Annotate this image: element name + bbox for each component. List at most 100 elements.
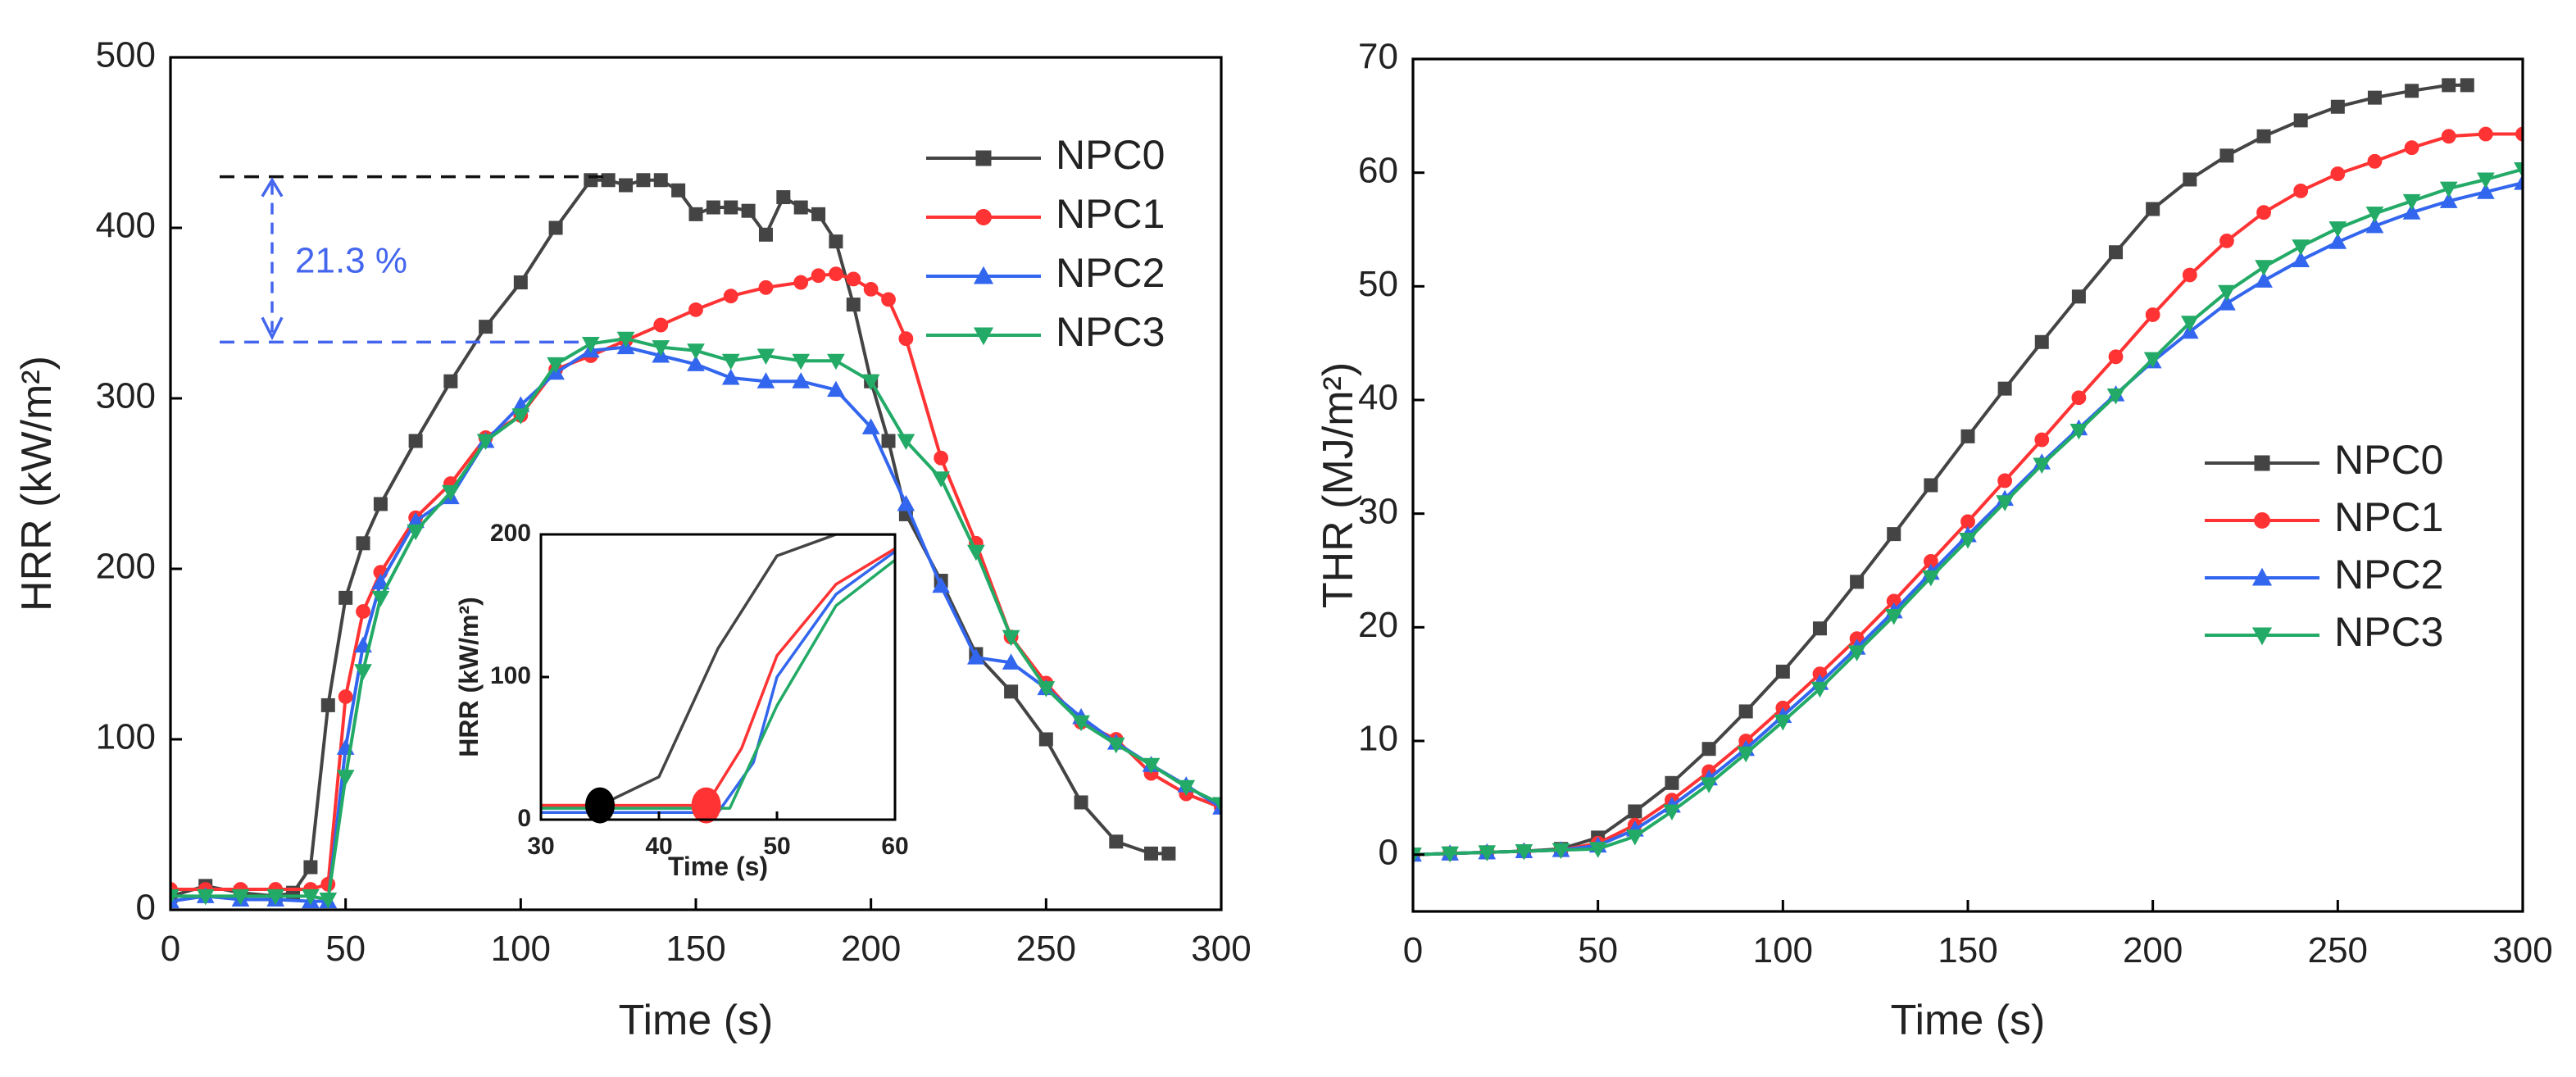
data-point-npc3: [652, 340, 670, 357]
data-point-npc1: [846, 271, 861, 287]
data-point-npc2: [967, 648, 985, 665]
data-point-npc1: [2330, 166, 2346, 181]
data-point-npc0: [2405, 84, 2419, 98]
y-tick-label: 300: [96, 376, 156, 416]
data-point-npc3: [2514, 162, 2523, 179]
data-point-npc0: [2071, 289, 2086, 304]
data-point-npc0: [724, 200, 738, 215]
legend-marker-npc3: [973, 327, 994, 346]
data-point-npc0: [443, 374, 458, 389]
legend-marker-npc0: [2254, 455, 2270, 471]
data-point-npc0: [338, 590, 353, 605]
data-point-npc0: [1775, 664, 1790, 679]
data-point-npc1: [653, 317, 669, 333]
data-point-npc3: [2365, 207, 2384, 223]
data-point-npc0: [671, 183, 686, 198]
data-point-npc1: [2367, 153, 2383, 169]
reduction-percent-label: 21.3 %: [295, 240, 407, 280]
data-point-npc0: [1738, 704, 1753, 719]
data-point-npc3: [354, 664, 372, 680]
data-point-npc1: [688, 302, 703, 317]
data-point-npc3: [2402, 193, 2421, 211]
inset-axes: 30 40 50 60 0 100 200: [490, 520, 909, 860]
data-point-npc0: [829, 234, 843, 249]
series-npc3: [1413, 162, 2523, 864]
x-tick-label: 100: [1753, 930, 1813, 970]
x-tick-label: 300: [2492, 930, 2552, 970]
data-point-npc3: [897, 434, 915, 451]
legend-item-npc1: NPC1: [926, 191, 1165, 237]
data-point-npc0: [2256, 129, 2271, 143]
data-point-npc3: [1478, 845, 1497, 861]
data-point-npc3: [442, 484, 460, 502]
hrr-annotation-layer: 21.3 %: [220, 175, 609, 344]
data-point-npc2: [827, 380, 845, 398]
x-tick-label: 0: [161, 929, 180, 969]
hrr-inset-chart: 30 40 50 60 0 100 200 Time (s) HRR (kW/m²): [454, 520, 909, 881]
hrr-legend: NPC0 NPC1 NPC2 NPC3: [926, 132, 1165, 355]
data-point-npc0: [408, 434, 423, 448]
y-tick-label: 500: [96, 35, 156, 75]
data-point-npc3: [756, 348, 775, 366]
data-point-npc3: [1037, 681, 1056, 698]
data-point-npc0: [2146, 202, 2160, 216]
data-point-npc1: [2441, 129, 2456, 144]
data-point-npc1: [793, 275, 809, 290]
x-tick-label: 200: [2123, 930, 2183, 970]
legend-marker-npc0: [975, 150, 992, 166]
data-point-npc3: [1515, 844, 1533, 861]
data-point-npc0: [1701, 742, 1716, 757]
legend-item-npc1: NPC1: [2205, 494, 2443, 540]
data-point-npc0: [776, 190, 791, 205]
thr-chart: 0 50 100 150 200 250 300 0 10 20 30 40 50 60 70 Time (…: [1315, 37, 2553, 1044]
data-point-npc0: [373, 497, 388, 511]
thr-series-layer: [1413, 78, 2523, 864]
data-point-npc3: [1588, 842, 1607, 858]
data-point-npc3: [266, 888, 285, 906]
data-point-npc3: [2106, 388, 2125, 405]
data-point-npc0: [2034, 334, 2049, 349]
data-point-npc3: [2180, 316, 2199, 332]
data-point-npc1: [881, 292, 896, 307]
data-point-npc3: [1737, 746, 1756, 763]
x-tick-label: 30: [527, 833, 554, 860]
data-point-npc3: [932, 471, 950, 488]
data-point-npc0: [653, 173, 668, 188]
x-tick-label: 150: [666, 929, 725, 969]
data-point-npc3: [581, 336, 600, 353]
legend-marker-npc1: [2254, 512, 2270, 529]
data-point-npc0: [1665, 775, 1679, 790]
data-point-npc2: [2514, 174, 2523, 190]
series-line-npc0: [1413, 83, 2468, 857]
data-point-npc3: [2143, 352, 2162, 369]
data-point-npc1: [2108, 349, 2124, 365]
data-point-npc1: [338, 689, 353, 704]
data-point-npc3: [1552, 843, 1570, 860]
data-point-npc3: [196, 888, 215, 906]
data-point-npc3: [407, 524, 425, 541]
data-point-npc0: [1924, 478, 1938, 493]
data-point-npc0: [2367, 90, 2382, 105]
hrr-series-layer: [170, 173, 1221, 909]
data-point-npc3: [792, 353, 811, 370]
series-line-npc3: [541, 558, 895, 810]
data-point-npc1: [934, 450, 949, 466]
x-tick-label: 0: [1403, 930, 1423, 970]
data-point-npc3: [1884, 608, 1903, 625]
data-point-npc3: [861, 374, 880, 391]
y-tick-label: 100: [96, 717, 156, 757]
data-point-npc1: [758, 279, 774, 295]
data-point-npc3: [2439, 181, 2458, 198]
data-point-npc2: [371, 573, 390, 590]
inset-background: [541, 534, 895, 820]
data-point-npc0: [2442, 78, 2456, 93]
x-tick-label: 50: [763, 833, 790, 860]
data-point-npc2: [2477, 183, 2495, 199]
data-point-npc3: [2033, 457, 2051, 475]
y-tick-label: 400: [96, 206, 156, 246]
data-point-npc3: [336, 770, 355, 786]
data-point-npc3: [2255, 260, 2273, 276]
data-point-npc2: [2365, 216, 2384, 234]
data-point-npc1: [863, 281, 879, 297]
